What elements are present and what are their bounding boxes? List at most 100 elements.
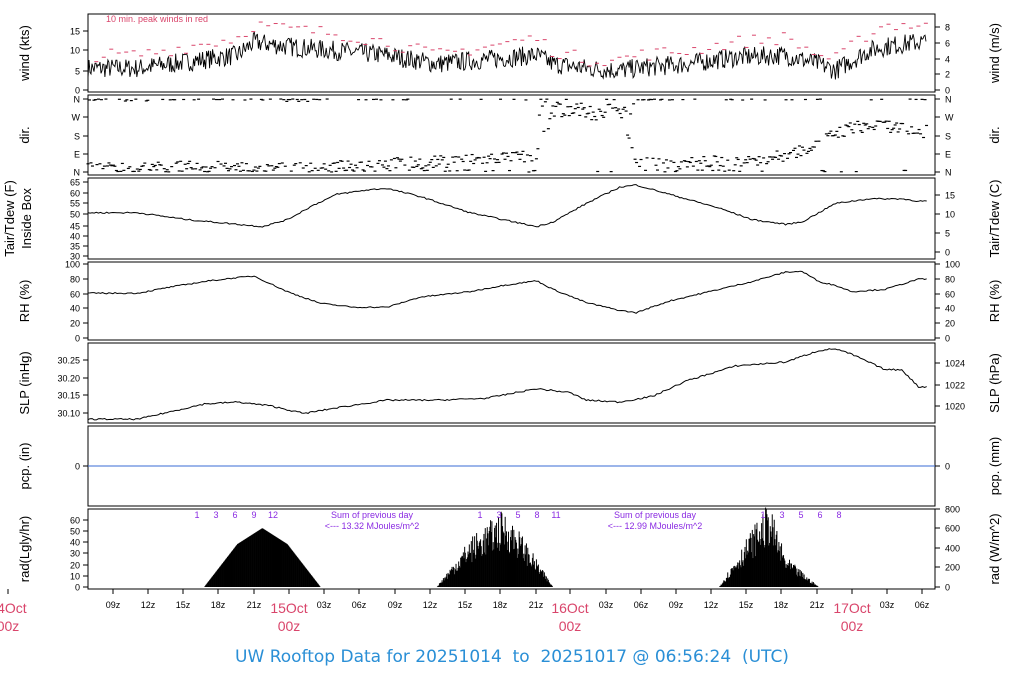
y-tick-label-left: 35 xyxy=(70,242,80,252)
y-tick-label-right: 2 xyxy=(945,70,950,80)
y-tick-label-right: 1024 xyxy=(945,359,965,369)
air-temperature-line xyxy=(87,184,927,228)
y-tick-label-left: 30.15 xyxy=(57,391,80,401)
y-tick-label-left: N xyxy=(74,168,81,178)
y-tick-label-right: S xyxy=(945,132,951,142)
y-tick-label-left: 80 xyxy=(70,275,80,285)
date-label: 17Oct xyxy=(833,600,870,616)
y-tick-label-left: W xyxy=(72,113,81,123)
panel-frame xyxy=(87,261,936,341)
radiation-sum-value: <--- 12.99 MJoules/m^2 xyxy=(608,521,703,531)
hour-marker: 3 xyxy=(213,510,218,520)
y-tick-label-left: 50 xyxy=(70,527,80,537)
hour-marker: 12 xyxy=(268,510,278,520)
y-tick-label-left: E xyxy=(74,150,80,160)
x-tick-label: 12z xyxy=(704,600,719,610)
y-axis-label-right: SLP (hPa) xyxy=(987,353,1002,413)
y-tick-label-right: 15 xyxy=(945,191,955,201)
radiation-sum-label: Sum of previous day xyxy=(614,510,697,520)
x-tick-label: 15z xyxy=(739,600,754,610)
y-tick-label-right: 400 xyxy=(945,544,960,554)
y-tick-label-right: 20 xyxy=(945,319,955,329)
x-tick-label: 03z xyxy=(880,600,895,610)
panel-frame xyxy=(87,94,936,176)
y-tick-label-right: 5 xyxy=(945,229,950,239)
x-tick-label: 09z xyxy=(106,600,121,610)
x-tick-label: 18z xyxy=(211,600,226,610)
y-axis-label-left: Tair/Tdew (F) xyxy=(2,180,17,257)
y-tick-label-right: N xyxy=(945,95,952,105)
date-label: 14Oct xyxy=(0,600,27,616)
y-tick-label-right: 0 xyxy=(945,86,950,96)
x-tick-label: 18z xyxy=(774,600,789,610)
hour-marker: 6 xyxy=(817,510,822,520)
hour-marker: 5 xyxy=(515,510,520,520)
y-tick-label-right: 4 xyxy=(945,55,950,65)
y-tick-label-right: 1022 xyxy=(945,381,965,391)
y-tick-label-left: 40 xyxy=(70,304,80,314)
y-tick-label-left: N xyxy=(74,95,81,105)
y-tick-label-right: 0 xyxy=(945,334,950,344)
y-axis-label-left: rad(Lgly/hr) xyxy=(17,516,32,582)
hour-marker: 3 xyxy=(496,510,501,520)
y-axis-label-right: Tair/Tdew (C) xyxy=(987,179,1002,257)
y-tick-label-right: 60 xyxy=(945,290,955,300)
y-tick-label-right: 80 xyxy=(945,275,955,285)
y-tick-label-right: 40 xyxy=(945,304,955,314)
y-tick-label-left: 5 xyxy=(75,67,80,77)
y-tick-label-left: 0 xyxy=(75,86,80,96)
panel-frame xyxy=(87,342,936,424)
y-axis-label-right: rad (W/m^2) xyxy=(987,513,1002,584)
y-axis-label-left: SLP (inHg) xyxy=(17,351,32,414)
hour-marker: 5 xyxy=(798,510,803,520)
x-tick-label: 09z xyxy=(669,600,684,610)
y-tick-label-left: 40 xyxy=(70,538,80,548)
hour-marker: 1 xyxy=(194,510,199,520)
radiation-sum-value: <--- 13.32 MJoules/m^2 xyxy=(325,521,420,531)
y-axis-label-right: RH (%) xyxy=(987,280,1002,323)
hour-marker: 6 xyxy=(232,510,237,520)
relative-humidity-line xyxy=(87,270,927,314)
date-hour-label: 00z xyxy=(559,618,582,634)
x-tick-label: 03z xyxy=(599,600,614,610)
wind-speed-line xyxy=(87,31,927,80)
peak-wind-annotation: 10 min. peak winds in red xyxy=(106,14,208,24)
y-tick-label-left: 100 xyxy=(65,260,80,270)
y-tick-label-left: 65 xyxy=(70,178,80,188)
y-axis-label-left: dir. xyxy=(17,126,32,143)
hour-marker: 1 xyxy=(760,510,765,520)
x-tick-label: 18z xyxy=(493,600,508,610)
y-tick-label-left: 40 xyxy=(70,232,80,242)
y-tick-label-left: 30.10 xyxy=(57,409,80,419)
y-axis-label-right: pcp. (mm) xyxy=(987,437,1002,496)
y-tick-label-left: 55 xyxy=(70,199,80,209)
y-tick-label-left: 45 xyxy=(70,222,80,232)
date-label: 15Oct xyxy=(270,600,307,616)
y-axis-label-right: dir. xyxy=(987,126,1002,143)
x-tick-label: 03z xyxy=(317,600,332,610)
y-tick-label-left: 0 xyxy=(75,583,80,593)
y-tick-label-right: 10 xyxy=(945,210,955,220)
y-tick-label-right: 200 xyxy=(945,563,960,573)
date-hour-label: 00z xyxy=(278,618,301,634)
y-tick-label-left: 15 xyxy=(70,27,80,37)
hour-marker: 8 xyxy=(534,510,539,520)
y-axis-label-left: wind (kts) xyxy=(17,25,32,82)
chart-title: UW Rooftop Data for 20251014 to 20251017… xyxy=(235,647,789,667)
y-tick-label-right: 0 xyxy=(945,462,950,472)
y-tick-label-right: 0 xyxy=(945,248,950,258)
hour-marker: 8 xyxy=(836,510,841,520)
x-tick-label: 21z xyxy=(529,600,544,610)
y-axis-label-left: RH (%) xyxy=(17,280,32,323)
y-tick-label-right: 600 xyxy=(945,524,960,534)
x-tick-label: 09z xyxy=(388,600,403,610)
x-tick-label: 12z xyxy=(423,600,438,610)
x-tick-label: 06z xyxy=(915,600,930,610)
y-tick-label-left: 50 xyxy=(70,210,80,220)
hour-marker: 9 xyxy=(251,510,256,520)
y-tick-label-right: 0 xyxy=(945,583,950,593)
x-tick-label: 06z xyxy=(352,600,367,610)
y-tick-label-left: 30.20 xyxy=(57,374,80,384)
x-tick-label: 12z xyxy=(141,600,156,610)
y-tick-label-left: 30 xyxy=(70,252,80,262)
